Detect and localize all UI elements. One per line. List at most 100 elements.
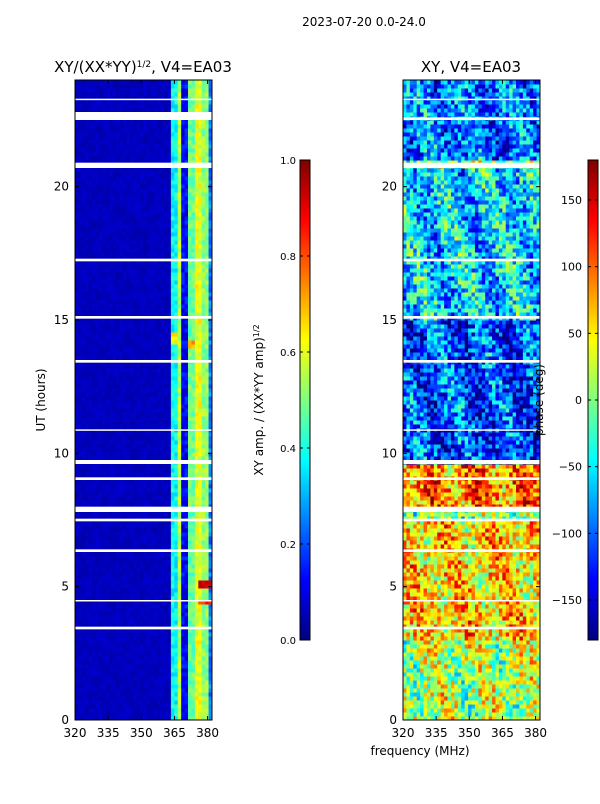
heatmap-cell (136, 308, 141, 313)
heatmap-cell (181, 244, 186, 249)
heatmap-cell (126, 284, 131, 289)
heatmap-cell (174, 264, 179, 269)
heatmap-cell (102, 324, 107, 329)
heatmap-cell (81, 436, 86, 441)
heatmap-cell (150, 368, 155, 373)
heatmap-cell (167, 340, 172, 345)
heatmap-cell (170, 412, 175, 417)
heatmap-cell (150, 696, 155, 701)
heatmap-cell (143, 560, 148, 565)
heatmap-cell (188, 564, 192, 569)
heatmap-cell (170, 632, 175, 637)
heatmap-cell (177, 556, 182, 561)
heatmap-cell (153, 600, 158, 605)
heatmap-cell (95, 248, 100, 253)
heatmap-cell (136, 380, 141, 385)
heatmap-cell (167, 484, 172, 489)
heatmap-cell (208, 232, 213, 237)
heatmap-cell (167, 224, 172, 229)
heatmap-cell (78, 480, 83, 485)
heatmap-cell (85, 320, 90, 325)
heatmap-cell (78, 604, 83, 609)
heatmap-cell (164, 312, 168, 317)
heatmap-cell (174, 560, 179, 565)
heatmap-cell (177, 680, 182, 685)
heatmap-cell (88, 560, 93, 565)
heatmap-cell (146, 440, 151, 445)
heatmap-cell (133, 280, 138, 285)
heatmap-cell (133, 364, 138, 369)
heatmap-cell (122, 480, 127, 485)
heatmap-cell (194, 364, 199, 369)
heatmap-cell (170, 456, 175, 461)
heatmap-cell (146, 444, 151, 449)
heatmap-cell (81, 576, 86, 581)
heatmap-cell (85, 380, 90, 385)
heatmap-cell (140, 560, 144, 565)
heatmap-cell (201, 484, 206, 489)
heatmap-cell (150, 340, 155, 345)
heatmap-cell (146, 424, 151, 429)
heatmap-cell (81, 296, 86, 301)
heatmap-cell (122, 648, 127, 653)
heatmap-cell (160, 632, 165, 637)
heatmap-cell (116, 232, 121, 237)
heatmap-cell (140, 424, 144, 429)
heatmap-cell (198, 640, 203, 645)
heatmap-cell (78, 568, 83, 573)
heatmap-cell (170, 680, 175, 685)
heatmap-cell (102, 700, 107, 705)
heatmap-cell (143, 292, 148, 297)
heatmap-cell (146, 300, 151, 305)
heatmap-cell (191, 488, 196, 493)
heatmap-cell (188, 704, 192, 709)
heatmap-cell (170, 416, 175, 421)
heatmap-cell (150, 640, 155, 645)
heatmap-cell (191, 684, 196, 689)
heatmap-cell (174, 388, 179, 393)
heatmap-cell (153, 364, 158, 369)
heatmap-cell (102, 716, 107, 721)
heatmap-cell (177, 516, 182, 521)
heatmap-cell (174, 644, 179, 649)
heatmap-cell (174, 364, 179, 369)
heatmap-cell (188, 628, 192, 633)
heatmap-cell (146, 288, 151, 293)
heatmap-cell (188, 636, 192, 641)
heatmap-cell (105, 256, 110, 261)
heatmap-cell (129, 300, 134, 305)
heatmap-cell (146, 408, 151, 413)
heatmap-cell (170, 716, 175, 721)
heatmap-cell (119, 280, 124, 285)
heatmap-cell (188, 512, 192, 517)
heatmap-cell (181, 296, 186, 301)
heatmap-cell (194, 336, 199, 341)
heatmap-cell (177, 368, 182, 373)
heatmap-cell (167, 464, 172, 469)
heatmap-cell (102, 232, 107, 237)
heatmap-cell (177, 676, 182, 681)
heatmap-cell (92, 536, 97, 541)
heatmap-cell (129, 528, 134, 533)
heatmap-cell (174, 584, 179, 589)
heatmap-cell (208, 620, 213, 625)
heatmap-cell (157, 620, 162, 625)
heatmap-cell (136, 368, 141, 373)
heatmap-cell (78, 376, 83, 381)
heatmap-cell (188, 392, 192, 397)
heatmap-cell (191, 648, 196, 653)
heatmap-cell (109, 336, 114, 341)
heatmap-cell (184, 284, 189, 289)
heatmap-cell (98, 500, 103, 505)
heatmap-cell (136, 332, 141, 337)
heatmap-cell (112, 704, 117, 709)
heatmap-cell (188, 464, 192, 469)
heatmap-cell (122, 312, 127, 317)
heatmap-cell (143, 308, 148, 313)
heatmap-cell (160, 672, 165, 677)
heatmap-cell (129, 616, 134, 621)
heatmap-cell (150, 560, 155, 565)
heatmap-cell (146, 232, 151, 237)
heatmap-cell (153, 500, 158, 505)
heatmap-cell (126, 372, 131, 377)
